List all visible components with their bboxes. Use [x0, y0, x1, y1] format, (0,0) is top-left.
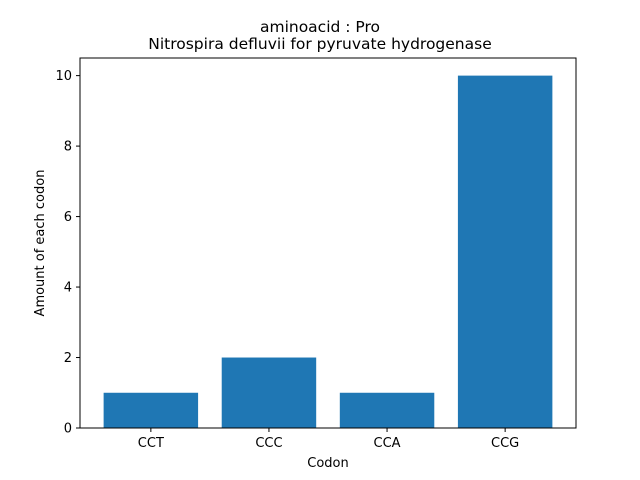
plot-frame [79, 57, 577, 429]
x-tick-label: CCT [138, 436, 164, 451]
bars-group [103, 75, 553, 428]
y-tick-label: 0 [64, 422, 72, 437]
x-axis-ticks: CCT CCC CCA CCG [138, 428, 519, 451]
y-tick-label: 4 [64, 281, 72, 296]
chart-title-line-1: aminoacid : Pro [260, 18, 380, 36]
x-axis-label: Codon [307, 456, 348, 471]
bar-cct [103, 392, 199, 428]
x-tick-label: CCG [491, 436, 519, 451]
chart-title-line-2: Nitrospira defluvii for pyruvate hydroge… [148, 35, 492, 53]
bar-ccc [221, 357, 317, 428]
y-tick-label: 6 [64, 210, 72, 225]
x-tick-label: CCC [255, 436, 282, 451]
bar-cca [339, 392, 435, 428]
y-tick-label: 8 [64, 140, 72, 155]
y-axis-ticks: 0 2 4 6 8 10 [55, 69, 80, 437]
y-tick-label: 2 [64, 351, 72, 366]
y-tick-label: 10 [55, 69, 72, 84]
bar-ccg [457, 75, 553, 428]
x-tick-label: CCA [374, 436, 401, 451]
y-axis-label: Amount of each codon [33, 170, 48, 317]
